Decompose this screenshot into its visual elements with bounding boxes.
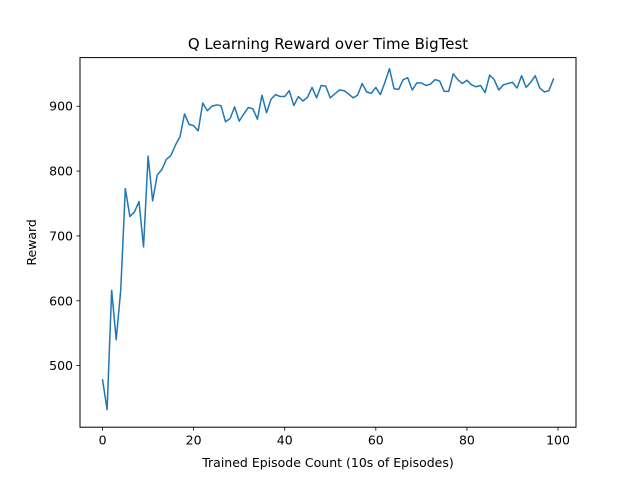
x-tick-label: 80 (459, 433, 475, 448)
ticks-layer: 0 20 40 60 80 100 500 600 700 800 900 (49, 99, 570, 448)
y-tick-label: 500 (49, 358, 73, 373)
x-tick-label: 60 (368, 433, 384, 448)
x-tick-label: 0 (99, 433, 107, 448)
y-tick-label: 600 (49, 293, 73, 308)
x-axis-label: Trained Episode Count (10s of Episodes) (201, 455, 454, 470)
chart-title: Q Learning Reward over Time BigTest (188, 35, 468, 53)
y-tick-label: 800 (49, 164, 73, 179)
y-tick-label: 700 (49, 228, 73, 243)
plot-frame (79, 57, 577, 428)
series-layer (101, 67, 555, 411)
x-tick-label: 100 (546, 433, 570, 448)
x-tick-label: 20 (186, 433, 202, 448)
y-axis-label: Reward (24, 219, 39, 266)
x-tick-label: 40 (277, 433, 293, 448)
series-line-0 (101, 67, 555, 411)
y-tick-label: 900 (49, 99, 73, 114)
